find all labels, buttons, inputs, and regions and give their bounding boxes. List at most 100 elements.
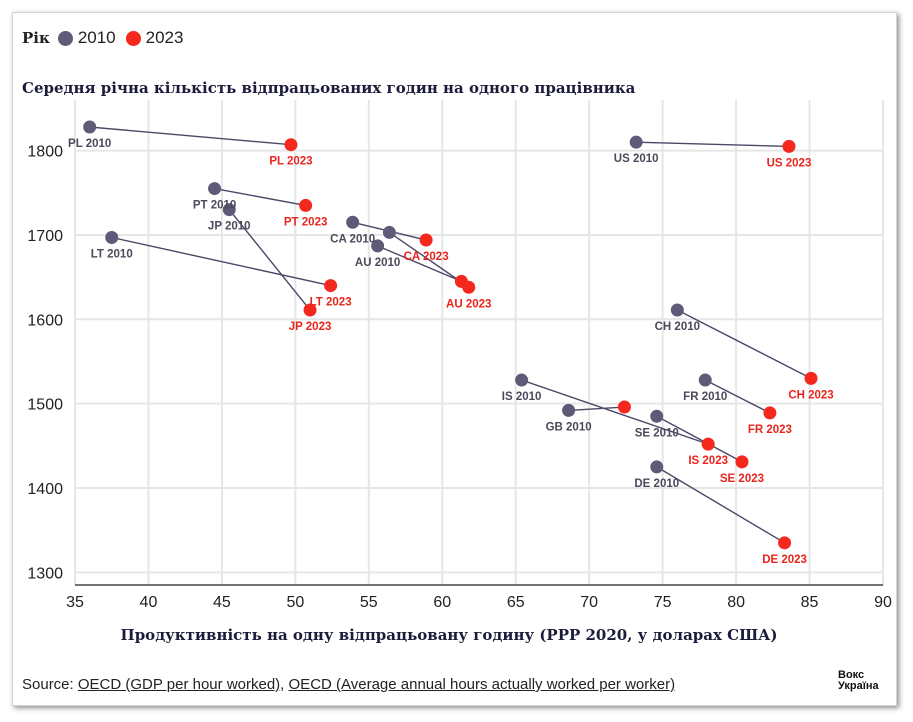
- x-tick-label: 85: [801, 594, 819, 611]
- logo-line-1: Вокс: [838, 669, 865, 681]
- legend-item-2010[interactable]: 2010: [57, 28, 116, 48]
- connector-line: [568, 406, 625, 412]
- point-2010: [83, 120, 97, 134]
- point-label-2010: SE 2010: [635, 427, 679, 439]
- point-label-2023: FR 2023: [748, 424, 792, 436]
- logo[interactable]: Вокс Україна: [838, 670, 879, 692]
- connector-line: [377, 245, 462, 282]
- point-label-2023: AU 2023: [446, 298, 491, 310]
- point-label-2023: JP 2023: [289, 321, 332, 333]
- point-2023: [299, 198, 313, 212]
- point-2023: [284, 138, 298, 152]
- point-label-2023: LT 2023: [310, 297, 352, 309]
- point-2023: [735, 455, 749, 469]
- x-tick-label: 90: [874, 594, 892, 611]
- chart-title: Середня річна кількість відпрацьованих г…: [22, 79, 636, 97]
- point-label-2010: IS 2010: [502, 391, 542, 403]
- point-label-2023: SE 2023: [720, 473, 764, 485]
- point-2023: [804, 371, 818, 385]
- legend-label-2023: 2023: [145, 28, 184, 47]
- x-tick-label: 55: [360, 594, 378, 611]
- legend-item-2023[interactable]: 2023: [125, 28, 184, 48]
- point-2010: [629, 135, 643, 149]
- connector-line: [656, 466, 785, 544]
- x-tick-label: 65: [507, 594, 525, 611]
- x-tick-label: 70: [580, 594, 598, 611]
- point-2023: [617, 400, 631, 414]
- source-separator: ,: [280, 676, 289, 693]
- x-tick-label: 60: [433, 594, 451, 611]
- x-tick-label: 80: [727, 594, 745, 611]
- point-label-2010: CH 2010: [655, 321, 700, 333]
- point-label-2010: DE 2010: [634, 478, 679, 490]
- x-tick-label: 75: [654, 594, 672, 611]
- x-axis-title: Продуктивність на одну відпрацьовану год…: [121, 626, 778, 644]
- source-prefix: Source:: [22, 676, 78, 693]
- y-tick-label: 1600: [27, 312, 63, 329]
- point-label-2010: US 2010: [614, 153, 659, 165]
- point-label-2023: PT 2023: [284, 216, 327, 228]
- legend-label-2010: 2010: [77, 28, 116, 47]
- point-label-2010: PT 2010: [193, 200, 236, 212]
- point-label-2010: GB 2010: [546, 421, 592, 433]
- point-2010: [562, 403, 576, 417]
- point-2023: [782, 139, 796, 153]
- point-2010: [698, 373, 712, 387]
- point-2023: [303, 303, 317, 317]
- legend: Рік 2010 2023: [22, 27, 193, 49]
- y-tick-label: 1300: [27, 565, 63, 582]
- point-2023: [763, 406, 777, 420]
- point-2023: [454, 274, 468, 288]
- legend-dot-2010: [57, 30, 73, 46]
- point-2010: [670, 303, 684, 317]
- x-tick-label: 35: [66, 594, 84, 611]
- connector-line: [704, 379, 771, 414]
- connector-line: [111, 236, 331, 287]
- x-tick-label: 40: [140, 594, 158, 611]
- connector-line: [89, 126, 292, 146]
- logo-line-2: Україна: [838, 680, 879, 692]
- point-label-2023: US 2023: [767, 157, 812, 169]
- source-link-gdp[interactable]: OECD (GDP per hour worked): [77, 676, 281, 693]
- point-2010: [382, 225, 396, 239]
- connector-line: [214, 187, 306, 207]
- point-label-2023: IS 2023: [688, 455, 728, 467]
- point-label-2010: CA 2010: [330, 233, 375, 245]
- y-tick-label: 1500: [27, 397, 63, 414]
- connector-line: [521, 379, 709, 445]
- point-label-2010: PL 2010: [68, 138, 111, 150]
- point-label-2010: LT 2010: [91, 248, 133, 260]
- point-2023: [701, 437, 715, 451]
- point-2023: [419, 233, 433, 247]
- point-2023: [324, 279, 338, 293]
- y-tick-label: 1700: [27, 228, 63, 245]
- source-note: Source: OECD (GDP per hour worked), OECD…: [22, 676, 675, 693]
- connector-line: [636, 141, 789, 148]
- source-link-hours[interactable]: OECD (Average annual hours actually work…: [288, 676, 676, 693]
- y-tick-label: 1400: [27, 481, 63, 498]
- x-tick-label: 50: [286, 594, 304, 611]
- point-label-2010: JP 2010: [208, 221, 251, 233]
- legend-title: Рік: [22, 29, 50, 47]
- point-2010: [208, 182, 222, 196]
- chart-frame: [12, 12, 897, 706]
- point-label-2023: PL 2023: [269, 156, 312, 168]
- point-label-2023: CA 2023: [404, 251, 449, 263]
- legend-dot-2023: [125, 30, 141, 46]
- point-2010: [105, 230, 119, 244]
- point-2023: [778, 536, 792, 550]
- point-label-2023: DE 2023: [762, 554, 807, 566]
- point-2010: [346, 215, 360, 229]
- point-2010: [515, 373, 529, 387]
- point-label-2010: FR 2010: [683, 391, 727, 403]
- point-2010: [371, 239, 385, 253]
- point-2010: [222, 203, 236, 217]
- point-label-2010: AU 2010: [355, 257, 400, 269]
- connector-line: [228, 209, 311, 311]
- connector-line: [677, 309, 812, 379]
- point-2010: [650, 460, 664, 474]
- y-tick-label: 1800: [27, 144, 63, 161]
- connector-line: [656, 415, 743, 463]
- point-2010: [650, 409, 664, 423]
